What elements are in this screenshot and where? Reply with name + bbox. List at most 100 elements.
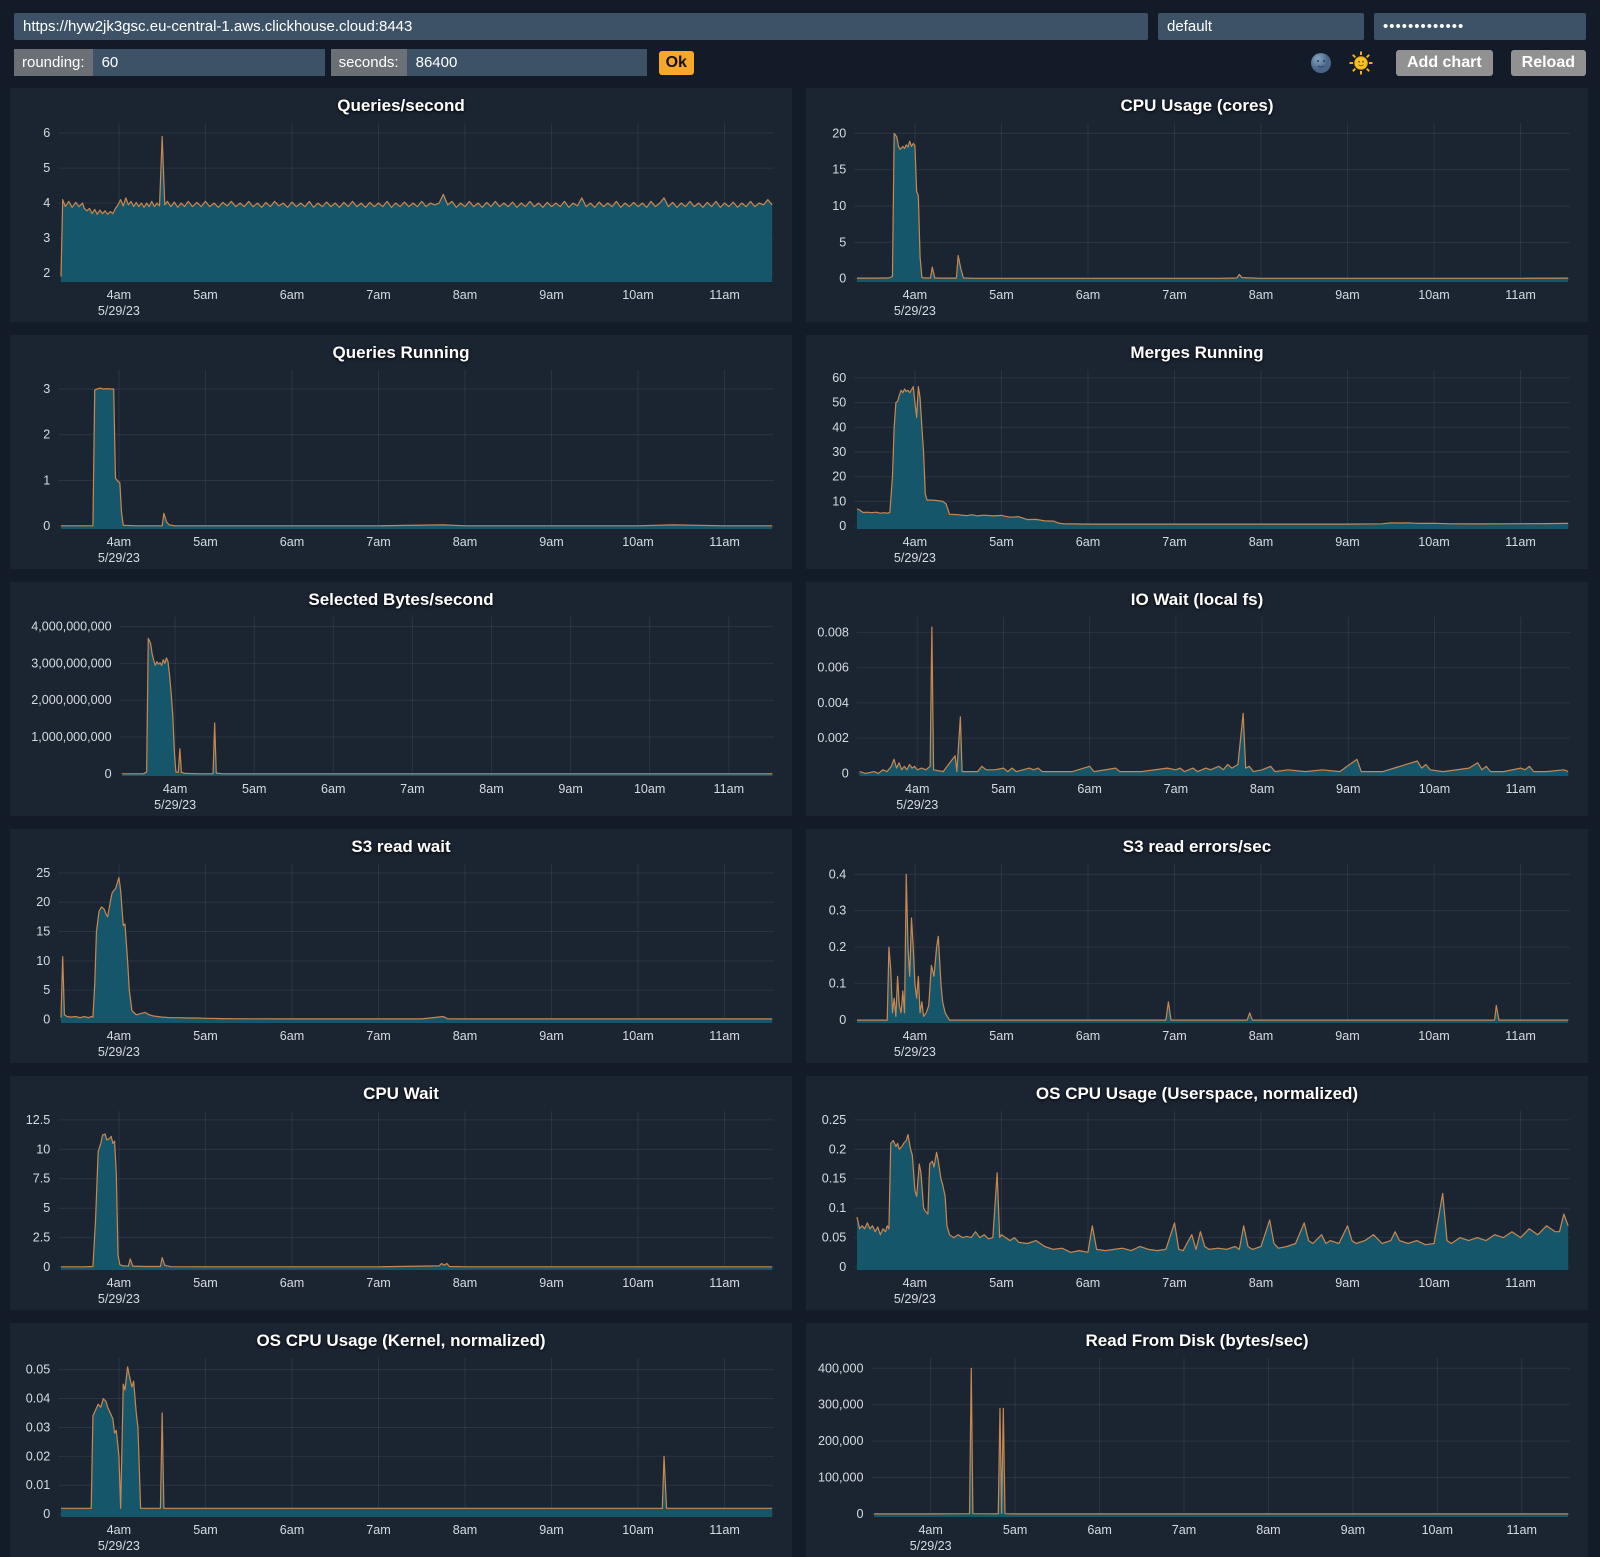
chart-panel: Selected Bytes/second 4am 5/29/23 5am 6am 7a… — [10, 582, 792, 816]
svg-text:8am: 8am — [479, 782, 503, 796]
chart-panel: CPU Usage (cores) 4am 5/29/23 5am 6am 7am 8am… — [806, 88, 1588, 322]
chart-plot[interactable]: 4am 5/29/23 5am 6am 7am 8am 9am 10am 11am 0 0.1 0.2… — [808, 859, 1586, 1063]
svg-text:3: 3 — [43, 382, 50, 396]
svg-text:0.1: 0.1 — [829, 1201, 847, 1215]
svg-text:6am: 6am — [280, 1276, 304, 1290]
svg-text:6: 6 — [43, 126, 50, 140]
chart-plot[interactable]: 4am 5/29/23 5am 6am 7am 8am 9am 10am 11am 0 0.002 0… — [808, 612, 1586, 816]
svg-text:8am: 8am — [1256, 1523, 1280, 1537]
chart-title: S3 read wait — [351, 837, 451, 856]
svg-text:0.008: 0.008 — [817, 625, 849, 639]
svg-text:7am: 7am — [366, 1523, 390, 1537]
svg-text:5/29/23: 5/29/23 — [910, 1539, 952, 1553]
svg-text:11am: 11am — [1505, 288, 1536, 302]
chart-title: Read From Disk (bytes/sec) — [1085, 1331, 1309, 1350]
sun-icon[interactable] — [1349, 51, 1373, 75]
rounding-input[interactable] — [92, 49, 325, 76]
chart-plot[interactable]: 4am 5/29/23 5am 6am 7am 8am 9am 10am 11am 0 0.01 0.… — [12, 1353, 790, 1557]
svg-text:11am: 11am — [1506, 1523, 1537, 1537]
chart-plot[interactable]: 4am 5/29/23 5am 6am 7am 8am 9am 10am 11am 0 5 10 15 2… — [808, 118, 1586, 322]
svg-text:7am: 7am — [366, 535, 390, 549]
svg-text:6am: 6am — [280, 288, 304, 302]
svg-text:20: 20 — [832, 126, 846, 140]
chart-plot[interactable]: 4am 5/29/23 5am 6am 7am 8am 9am 10am 11am 0 1,000,… — [12, 612, 790, 816]
chart-panel: Read From Disk (bytes/sec) 4am 5/29/23 5am… — [806, 1323, 1588, 1557]
svg-text:10: 10 — [832, 199, 846, 213]
svg-text:9am: 9am — [1335, 1276, 1359, 1290]
svg-text:7am: 7am — [1164, 782, 1188, 796]
chart-plot[interactable]: 4am 5/29/23 5am 6am 7am 8am 9am 10am 11am 0 0.05 0.… — [808, 1106, 1586, 1310]
svg-text:0.1: 0.1 — [829, 977, 847, 991]
svg-text:50: 50 — [832, 396, 846, 410]
chart-panel: Merges Running 4am 5/29/23 5am 6am 7am 8am 9am… — [806, 335, 1588, 569]
svg-text:7am: 7am — [1162, 288, 1186, 302]
svg-text:6am: 6am — [280, 1523, 304, 1537]
chart-plot[interactable]: 4am 5/29/23 5am 6am 7am 8am 9am 10am 11am 0 2.5 5 7.… — [12, 1106, 790, 1310]
chart-panel: Queries Running 4am 5/29/23 5am 6am 7am 8am 9a… — [10, 335, 792, 569]
chart-title: Queries/second — [337, 96, 465, 115]
chart-title: Selected Bytes/second — [308, 590, 494, 609]
svg-text:4am: 4am — [107, 1029, 131, 1043]
svg-text:11am: 11am — [709, 535, 740, 549]
seconds-input[interactable] — [406, 49, 647, 76]
reload-button[interactable]: Reload — [1510, 49, 1586, 76]
svg-text:5am: 5am — [1003, 1523, 1027, 1537]
svg-text:0: 0 — [43, 1507, 50, 1521]
svg-text:8am: 8am — [1249, 288, 1273, 302]
svg-text:0.002: 0.002 — [817, 731, 849, 745]
svg-text:10: 10 — [36, 1142, 50, 1156]
svg-text:300,000: 300,000 — [818, 1398, 864, 1412]
password-input[interactable] — [1374, 13, 1586, 40]
svg-text:6am: 6am — [1076, 1276, 1100, 1290]
chart-plot[interactable]: 4am 5/29/23 5am 6am 7am 8am 9am 10am 11am 0 100,00… — [808, 1353, 1586, 1557]
svg-text:11am: 11am — [1505, 1029, 1536, 1043]
svg-text:5/29/23: 5/29/23 — [894, 1045, 936, 1059]
svg-text:7am: 7am — [400, 782, 424, 796]
svg-text:20: 20 — [36, 895, 50, 909]
svg-text:11am: 11am — [1505, 782, 1536, 796]
svg-text:0: 0 — [43, 519, 50, 533]
charts-grid: Queries/second 4am 5/29/23 5am 6am 7am 8am 9am… — [0, 84, 1600, 1557]
user-input[interactable] — [1158, 13, 1364, 40]
svg-text:4am: 4am — [903, 288, 927, 302]
moon-icon[interactable] — [1309, 51, 1333, 75]
svg-text:5am: 5am — [193, 1276, 217, 1290]
svg-text:5/29/23: 5/29/23 — [98, 1539, 140, 1553]
chart-plot[interactable]: 4am 5/29/23 5am 6am 7am 8am 9am 10am 11am 0 5 10 15 2… — [12, 859, 790, 1063]
svg-text:5/29/23: 5/29/23 — [98, 1045, 140, 1059]
chart-panel: S3 read errors/sec 4am 5/29/23 5am 6am 7am 8a… — [806, 829, 1588, 1063]
svg-text:5/29/23: 5/29/23 — [894, 551, 936, 565]
svg-text:0.3: 0.3 — [829, 904, 847, 918]
svg-text:6am: 6am — [321, 782, 345, 796]
svg-text:10am: 10am — [622, 1523, 653, 1537]
svg-text:11am: 11am — [714, 782, 745, 796]
svg-text:5/29/23: 5/29/23 — [98, 1292, 140, 1306]
svg-text:0.004: 0.004 — [817, 696, 849, 710]
svg-text:6am: 6am — [1076, 535, 1100, 549]
url-input[interactable] — [14, 13, 1148, 40]
svg-text:10am: 10am — [1418, 288, 1449, 302]
svg-text:4am: 4am — [107, 535, 131, 549]
chart-plot[interactable]: 4am 5/29/23 5am 6am 7am 8am 9am 10am 11am 0 1 2 3 — [12, 365, 790, 569]
add-chart-button[interactable]: Add chart — [1395, 49, 1493, 76]
svg-text:2.5: 2.5 — [33, 1231, 51, 1245]
svg-text:2: 2 — [43, 266, 50, 280]
svg-text:7am: 7am — [1162, 1029, 1186, 1043]
svg-text:6am: 6am — [280, 1029, 304, 1043]
chart-title: CPU Wait — [363, 1084, 439, 1103]
chart-panel: IO Wait (local fs) 4am 5/29/23 5am 6am 7am 8a… — [806, 582, 1588, 816]
svg-text:5/29/23: 5/29/23 — [896, 798, 938, 812]
ok-button[interactable]: Ok — [658, 50, 694, 75]
svg-text:10am: 10am — [622, 1276, 653, 1290]
connection-bar — [0, 0, 1600, 47]
svg-text:4am: 4am — [107, 1523, 131, 1537]
chart-plot[interactable]: 4am 5/29/23 5am 6am 7am 8am 9am 10am 11am 2 3 4 5 6 — [12, 118, 790, 322]
svg-text:0.4: 0.4 — [829, 867, 847, 881]
svg-text:40: 40 — [832, 420, 846, 434]
svg-text:9am: 9am — [539, 1276, 563, 1290]
svg-text:0: 0 — [43, 1260, 50, 1274]
svg-text:9am: 9am — [1335, 535, 1359, 549]
svg-text:5/29/23: 5/29/23 — [98, 304, 140, 318]
chart-plot[interactable]: 4am 5/29/23 5am 6am 7am 8am 9am 10am 11am 0 10 20 30… — [808, 365, 1586, 569]
svg-text:6am: 6am — [280, 535, 304, 549]
